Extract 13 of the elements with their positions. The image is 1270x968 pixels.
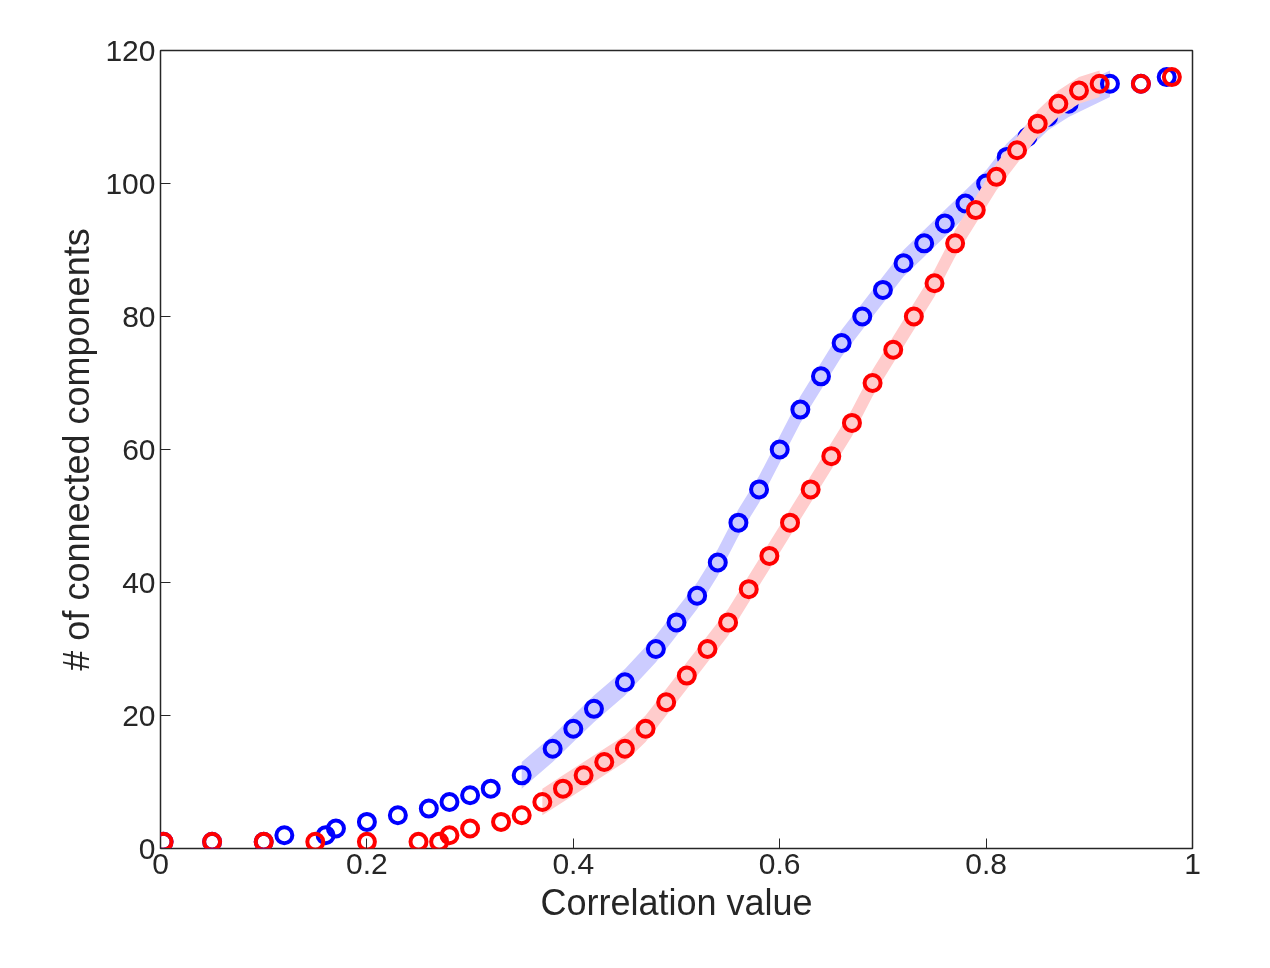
y-tick-label: 120 (105, 33, 156, 67)
y-tick-label: 60 (122, 432, 156, 466)
x-tick-label: 0.2 (346, 846, 388, 880)
x-tick-label: 1 (1184, 846, 1201, 880)
x-axis-title: Correlation value (540, 881, 813, 923)
y-tick-label: 40 (122, 565, 156, 599)
y-axis-title: # of connected components (56, 228, 98, 671)
x-tick-label: 0.6 (758, 846, 801, 880)
y-tick-label: 100 (105, 166, 156, 200)
y-tick-label: 20 (122, 698, 156, 732)
x-tick-label: 0.8 (965, 846, 1007, 880)
x-tick-label: 0.4 (552, 846, 595, 880)
y-tick-label: 80 (122, 299, 156, 333)
